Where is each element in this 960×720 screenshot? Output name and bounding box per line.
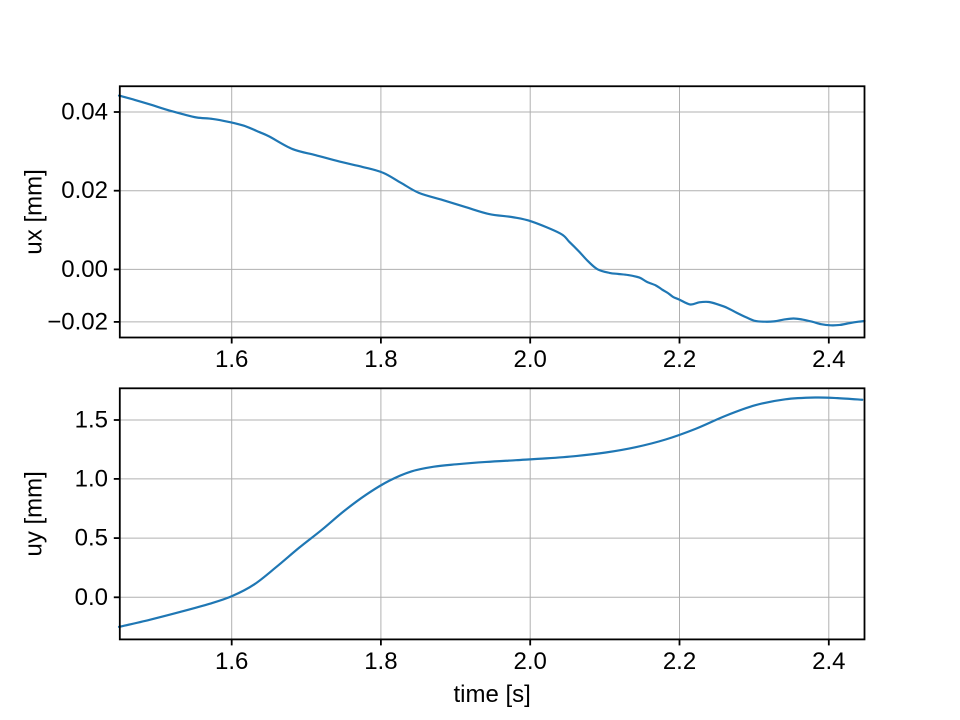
svg-text:0.04: 0.04	[61, 99, 108, 126]
svg-text:2.4: 2.4	[812, 648, 845, 675]
svg-text:ux [mm]: ux [mm]	[21, 169, 48, 254]
svg-text:1.8: 1.8	[364, 648, 397, 675]
svg-text:2.4: 2.4	[812, 346, 845, 373]
svg-text:1.5: 1.5	[75, 407, 108, 434]
svg-text:1.8: 1.8	[364, 346, 397, 373]
svg-text:2.2: 2.2	[663, 346, 696, 373]
svg-text:0.00: 0.00	[61, 256, 108, 283]
svg-text:1.6: 1.6	[215, 648, 248, 675]
svg-text:0.0: 0.0	[75, 584, 108, 611]
svg-text:−0.02: −0.02	[47, 308, 108, 335]
svg-text:2.0: 2.0	[514, 346, 547, 373]
svg-text:uy [mm]: uy [mm]	[21, 471, 48, 556]
svg-text:2.2: 2.2	[663, 648, 696, 675]
svg-text:0.02: 0.02	[61, 177, 108, 204]
svg-text:1.0: 1.0	[75, 465, 108, 492]
svg-text:2.0: 2.0	[514, 648, 547, 675]
svg-text:time [s]: time [s]	[453, 681, 530, 708]
svg-text:1.6: 1.6	[215, 346, 248, 373]
svg-text:0.5: 0.5	[75, 525, 108, 552]
